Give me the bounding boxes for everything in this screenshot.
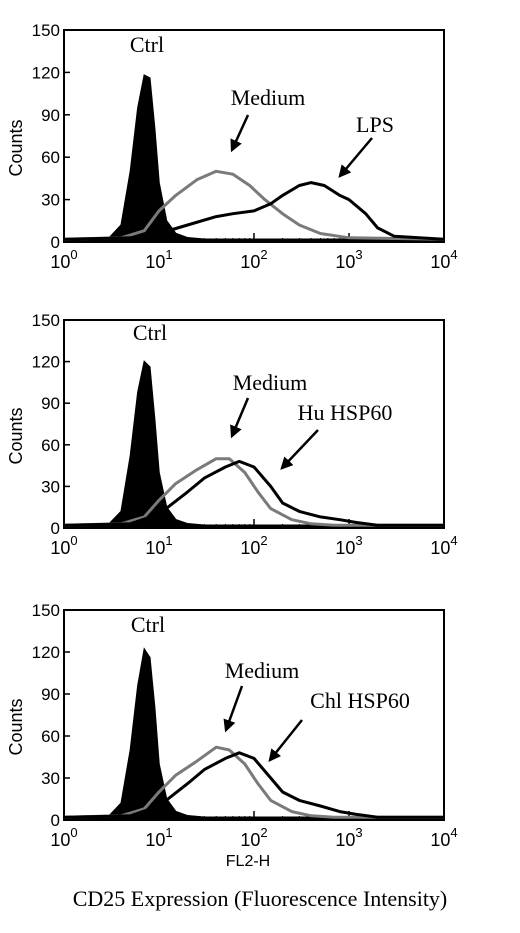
annotation-label: Ctrl (131, 612, 165, 637)
annotation-label: Chl HSP60 (310, 688, 410, 713)
y-tick-label: 30 (41, 769, 60, 788)
y-tick-label: 30 (41, 191, 60, 210)
annotation-arrow (280, 429, 319, 470)
annotation-label: Ctrl (130, 32, 164, 57)
series-ctrl (63, 74, 445, 243)
x-tick-label: 102 (240, 825, 267, 850)
y-tick-label: 120 (32, 643, 60, 662)
series-lps (63, 181, 445, 241)
y-axis-label: Counts (6, 407, 26, 464)
annotation-label: Hu HSP60 (298, 400, 393, 425)
x-tick-label: 103 (335, 825, 362, 850)
histogram-panel-2: 0 30 60 90 120 150 100 101 102 103 104 Counts Ctrl Me… (6, 311, 458, 558)
x-axis-label: FL2-H (226, 853, 270, 870)
x-tick-label: 101 (145, 533, 172, 558)
y-tick-label: 30 (41, 477, 60, 496)
plot-frame (63, 609, 445, 821)
y-tick-label: 0 (51, 811, 60, 830)
y-tick-label: 90 (41, 394, 60, 413)
x-tick-label: 104 (430, 533, 457, 558)
annotation-label: Medium (225, 658, 300, 683)
annotation-arrow (230, 397, 250, 439)
annotation-arrow (223, 685, 244, 733)
y-tick-label: 60 (41, 436, 60, 455)
series-medium (63, 169, 445, 241)
annotation-label: Medium (233, 370, 308, 395)
y-tick-label: 90 (41, 685, 60, 704)
y-axis-label: Counts (6, 119, 26, 176)
y-tick-label: 150 (32, 601, 60, 620)
x-tick-label: 101 (145, 247, 172, 272)
y-tick-label: 120 (32, 353, 60, 372)
series-medium (63, 745, 444, 819)
x-tick-label: 104 (430, 247, 457, 272)
x-tick-label: 100 (50, 825, 77, 850)
x-tick-label: 104 (430, 825, 457, 850)
annotation-label: LPS (356, 112, 394, 137)
series-hu-hsp60 (63, 459, 444, 527)
y-tick-label: 120 (32, 63, 60, 82)
series-medium (63, 457, 444, 527)
x-tick-label: 103 (335, 247, 362, 272)
histogram-panel-1: 0 30 60 90 120 150 100 101 102 103 104 Counts Ctrl Me… (6, 21, 458, 272)
y-axis-label: Counts (6, 698, 26, 755)
y-tick-label: 0 (51, 233, 60, 252)
y-tick-label: 60 (41, 148, 60, 167)
x-tick-label: 102 (240, 533, 267, 558)
figure-caption: CD25 Expression (Fluorescence Intensity) (72, 886, 448, 911)
series-chl-hsp60 (63, 751, 444, 819)
y-tick-label: 150 (32, 21, 60, 40)
histogram-panel-3: 0 30 60 90 120 150 100 101 102 103 104 Counts FL2-H C… (6, 601, 458, 870)
x-tick-label: 103 (335, 533, 362, 558)
x-tick-label: 100 (50, 247, 77, 272)
x-tick-label: 100 (50, 533, 77, 558)
annotation-label: Ctrl (133, 320, 167, 345)
y-tick-label: 150 (32, 311, 60, 330)
annotation-arrow (230, 114, 250, 153)
annotation-label: Medium (231, 85, 306, 110)
annotation-arrow (338, 137, 373, 178)
x-tick-label: 101 (145, 825, 172, 850)
y-tick-label: 60 (41, 727, 60, 746)
y-tick-label: 0 (51, 519, 60, 538)
x-tick-label: 102 (240, 247, 267, 272)
annotation-arrow (268, 719, 303, 762)
y-tick-label: 90 (41, 106, 60, 125)
